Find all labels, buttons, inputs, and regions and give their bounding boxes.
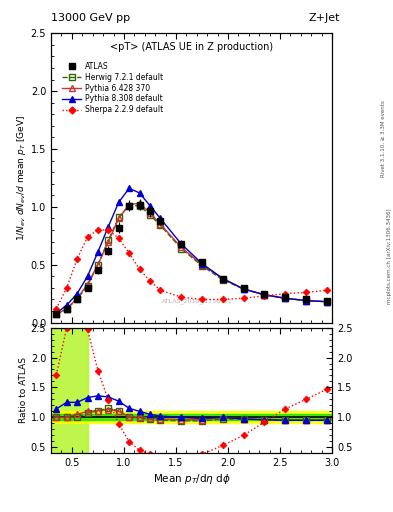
Text: <pT> (ATLAS UE in Z production): <pT> (ATLAS UE in Z production) (110, 42, 273, 52)
Text: Rivet 3.1.10, ≥ 3.3M events: Rivet 3.1.10, ≥ 3.3M events (381, 100, 386, 177)
Text: ATLAS_2019_I1736531: ATLAS_2019_I1736531 (162, 298, 233, 304)
Y-axis label: Ratio to ATLAS: Ratio to ATLAS (19, 357, 28, 423)
Legend: ATLAS, Herwig 7.2.1 default, Pythia 6.428 370, Pythia 8.308 default, Sherpa 2.2.: ATLAS, Herwig 7.2.1 default, Pythia 6.42… (61, 60, 165, 116)
Text: 13000 GeV pp: 13000 GeV pp (51, 13, 130, 23)
Text: Z+Jet: Z+Jet (309, 13, 340, 23)
X-axis label: Mean $p_T$/d$\eta$ d$\phi$: Mean $p_T$/d$\eta$ d$\phi$ (152, 472, 231, 486)
Text: mcplots.cern.ch [arXiv:1306.3436]: mcplots.cern.ch [arXiv:1306.3436] (387, 208, 391, 304)
Y-axis label: $1/N_{ev}$ $dN_{ev}/d$ mean $p_T$ [GeV]: $1/N_{ev}$ $dN_{ev}/d$ mean $p_T$ [GeV] (15, 115, 28, 241)
